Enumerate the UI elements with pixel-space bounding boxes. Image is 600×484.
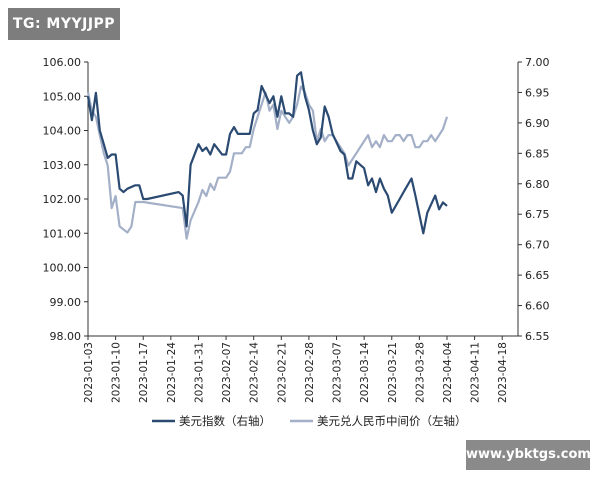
right-tick-label: 6.60	[525, 300, 550, 313]
right-tick-label: 6.95	[525, 86, 550, 99]
right-tick-label: 6.90	[525, 117, 550, 130]
right-tick-label: 6.70	[525, 239, 550, 252]
x-tick-label: 2023-03-21	[387, 342, 399, 403]
left-axis-ticks: 98.00 99.00 100.00 101.00 102.00 103.00 104.00…	[43, 56, 88, 343]
x-tick-label: 2023-03-28	[414, 342, 426, 403]
right-tick-label: 6.55	[525, 330, 550, 343]
x-tick-label: 2023-01-31	[193, 342, 205, 403]
x-tick-label: 2023-02-14	[249, 342, 261, 403]
left-tick-label: 98.00	[50, 330, 82, 343]
left-tick-label: 104.00	[43, 125, 82, 138]
legend: 美元指数（右轴） 美元兑人民币中间价（左轴）	[152, 414, 467, 428]
left-tick-label: 103.00	[43, 159, 82, 172]
x-tick-label: 2023-01-03	[83, 342, 95, 403]
left-tick-label: 105.00	[43, 90, 82, 103]
legend-label-usd-index: 美元指数（右轴）	[179, 414, 271, 428]
x-tick-label: 2023-04-11	[470, 342, 482, 403]
chart-axes	[87, 62, 519, 337]
series-lines	[86, 71, 449, 240]
x-axis-ticks: 2023-01-03 2023-01-10 2023-01-17 2023-01-24…	[83, 336, 509, 403]
x-tick-label: 2023-03-14	[359, 342, 371, 403]
right-tick-label: 6.65	[525, 269, 550, 282]
left-tick-label: 99.00	[50, 296, 82, 309]
series-line-usdcny	[86, 85, 449, 240]
x-tick-label: 2023-02-28	[304, 342, 316, 403]
right-tick-label: 6.75	[525, 208, 550, 221]
right-tick-label: 6.85	[525, 147, 550, 160]
right-tick-label: 6.80	[525, 178, 550, 191]
x-tick-label: 2023-04-18	[497, 342, 509, 403]
x-tick-label: 2023-01-24	[166, 342, 178, 403]
left-tick-label: 100.00	[43, 262, 82, 275]
x-tick-label: 2023-03-07	[332, 342, 344, 403]
left-tick-label: 106.00	[43, 56, 82, 69]
watermark-top-left: TG: MYYJJPP	[8, 8, 120, 40]
x-tick-label: 2023-01-10	[111, 342, 123, 403]
left-tick-label: 102.00	[43, 193, 82, 206]
x-tick-label: 2023-02-21	[276, 342, 288, 403]
right-axis-ticks: 6.55 6.60 6.65 6.70 6.75 6.80 6.85 6.90 6.95 7.00	[518, 56, 550, 343]
series-line-usd-index	[86, 71, 448, 235]
x-tick-label: 2023-01-17	[138, 342, 150, 403]
left-tick-label: 101.00	[43, 227, 82, 240]
legend-label-usdcny: 美元兑人民币中间价（左轴）	[317, 414, 467, 428]
watermark-bottom-right: www.ybktgs.com	[466, 440, 591, 470]
x-tick-label: 2023-04-04	[442, 342, 454, 403]
right-tick-label: 7.00	[525, 56, 550, 69]
x-tick-label: 2023-02-07	[221, 342, 233, 403]
